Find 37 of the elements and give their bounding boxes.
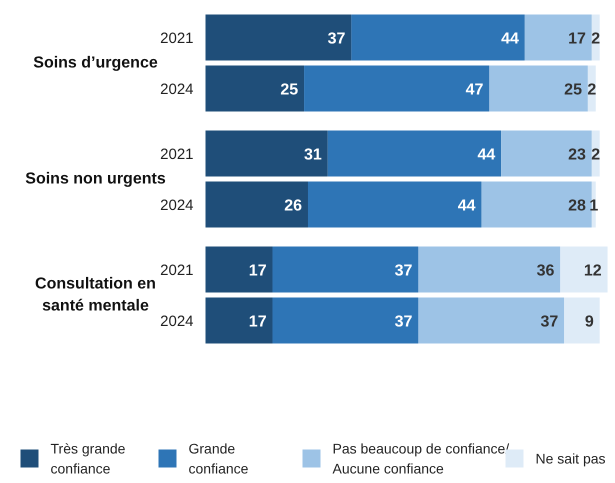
data-label: 31 <box>304 146 322 164</box>
data-label: 1 <box>589 198 598 214</box>
data-label: 37 <box>328 30 346 48</box>
data-label: 25 <box>564 82 582 98</box>
data-label: 44 <box>458 198 476 214</box>
y-tick-label: 2021 <box>160 262 194 279</box>
data-label: 37 <box>394 314 413 330</box>
data-label: 17 <box>568 30 586 48</box>
data-label: 36 <box>536 262 554 280</box>
legend-label: Ne sait pas <box>536 450 606 466</box>
legend-label: Pas beaucoup de confiance/ Aucune confiance <box>332 440 510 476</box>
y-tick-label: 2021 <box>160 146 194 163</box>
data-label: 26 <box>284 198 302 214</box>
legend-label: Grande confiance <box>188 440 249 476</box>
y-tick-label: 2024 <box>160 197 194 214</box>
data-label: 28 <box>568 198 586 214</box>
data-label: 2 <box>587 82 596 98</box>
data-label: 25 <box>280 82 298 98</box>
text: Soins non urgents <box>25 170 166 188</box>
data-label: 37 <box>540 314 558 330</box>
y-tick-label: 2024 <box>160 313 194 330</box>
data-label: 37 <box>394 262 413 280</box>
data-label: 47 <box>466 82 484 98</box>
data-label: 17 <box>248 262 267 280</box>
y-tick-label: 2021 <box>160 30 194 47</box>
data-label: 2 <box>591 30 600 48</box>
legend-label: Très grande confiance <box>50 440 126 476</box>
y-tick-label: 2024 <box>160 81 194 98</box>
text: Soins d’urgence <box>33 54 158 72</box>
data-label: 23 <box>568 146 586 164</box>
text: Consultation en santé mentale <box>35 275 156 315</box>
data-label: 44 <box>477 146 496 164</box>
data-label: 9 <box>584 314 594 330</box>
data-label: 44 <box>501 30 519 48</box>
data-label: 17 <box>248 314 267 330</box>
data-label: 12 <box>584 262 602 280</box>
data-label: 2 <box>591 146 600 164</box>
